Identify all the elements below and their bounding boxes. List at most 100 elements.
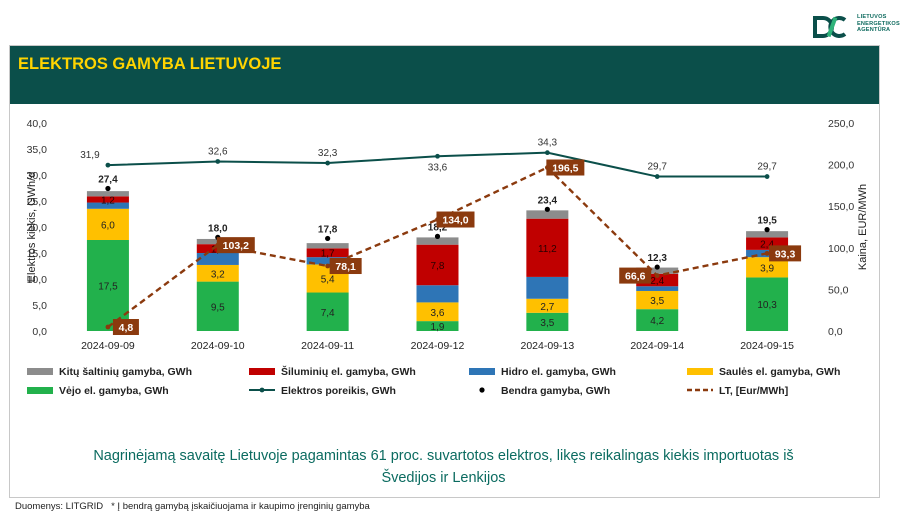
total-marker [764,227,770,233]
demand-point [215,159,221,164]
bar-vejo [636,309,679,331]
demand-value-label: 31,9 [80,150,100,161]
y2-axis-label: Kaina, EUR/MWh [857,184,869,270]
bar-hidro [86,202,129,209]
footnote-source: Duomenys: LITGRID [15,501,104,512]
chart-title: ELEKTROS GAMYBA LIETUVOJE [18,55,282,73]
legend-label: Saulės el. gamyba, GWh [719,366,840,378]
bar-value-label: 17,5 [98,282,118,293]
bar-kiti [636,267,679,274]
legend-label: Šiluminių el. gamyba, GWh [281,365,416,378]
price-value-label: 4,8 [119,322,134,334]
price-point [654,273,660,278]
y2-tick-label: 250,0 [828,118,854,130]
price-value-label: 93,3 [775,248,796,260]
total-value-label: 12,3 [647,253,667,264]
bar-value-label: 3,2 [211,269,225,280]
bar-vejo [526,312,569,331]
bar-value-label: 3,5 [540,318,554,329]
bar-siluminiu [306,248,349,258]
y-tick-label: 40,0 [27,118,48,130]
demand-point [325,160,331,166]
bar-saules [196,264,239,282]
legend-label: Kitų šaltinių gamyba, GWh [59,366,192,378]
total-value-label: 27,4 [98,175,118,186]
bar-hidro [636,286,679,291]
bar-value-label: 3,9 [760,263,774,274]
bar-kiti [416,237,459,245]
bar-saules [86,208,129,240]
total-marker [325,235,331,242]
bar-value-label: 7,8 [431,261,445,272]
bar-saules [636,290,679,310]
price-point [105,324,111,330]
bar-value-label: 7,4 [321,308,335,319]
total-marker [105,185,111,192]
legend-swatch [469,368,495,375]
y2-tick-label: 150,0 [828,201,854,213]
x-tick-label: 2024-09-15 [740,340,794,352]
bar-saules [526,298,569,313]
price-value-label: 196,5 [552,163,578,175]
bar-value-label: 3,6 [431,308,445,319]
legend-swatch-point [259,387,265,393]
footnote: Duomenys: LITGRID * Į bendrą gamybą įska… [15,501,370,512]
bar-kiti [306,243,349,249]
y-tick-label: 0,0 [32,326,47,338]
price-label-box [546,159,585,176]
y-tick-label: 15,0 [27,248,48,260]
y2-tick-label: 200,0 [828,160,854,172]
demand-point [764,174,770,179]
total-marker [654,264,660,270]
price-point [764,250,770,256]
total-value-label: 19,5 [757,216,777,227]
price-point [325,263,331,269]
y-tick-label: 35,0 [27,144,48,156]
bar-value-label: 11,2 [538,244,557,255]
demand-value-label: 34,3 [538,138,558,149]
bar-value-label: 9,5 [211,302,225,313]
bar-hidro [306,257,349,265]
y-tick-label: 30,0 [27,170,48,182]
bar-kiti [526,210,569,219]
bar-vejo [86,240,129,331]
bar-hidro [526,276,569,299]
price-label-box [216,237,255,254]
bar-value-label: 2,4 [650,276,664,287]
bar-value-label: 5,4 [321,274,335,285]
total-value-label: 17,8 [318,224,338,235]
bar-value-label: 4,2 [650,316,664,327]
bar-vejo [746,277,789,331]
price-label-box [619,267,652,284]
price-value-label: 78,1 [335,261,356,273]
price-label-box [329,258,362,275]
y-axis-label: Elektros kiekis, GWh/d [26,172,38,283]
bar-value-label: 10,3 [757,300,777,311]
demand-point [105,162,111,168]
x-tick-label: 2024-09-10 [191,340,245,352]
bar-siluminiu [416,244,459,286]
total-value-label: 23,4 [538,195,558,206]
price-value-label: 103,2 [223,240,249,252]
price-value-label: 134,0 [442,215,468,227]
total-marker [434,233,441,239]
bar-siluminiu [86,196,129,203]
y-tick-label: 5,0 [32,300,47,312]
legend-swatch [687,368,713,375]
x-tick-label: 2024-09-12 [411,340,465,352]
legend-swatch [27,387,53,394]
bar-value-label: 3,5 [650,296,664,307]
total-value-label: 18,0 [208,223,228,234]
footnote-note: * Į bendrą gamybą įskaičiuojama ir kaupi… [111,501,370,512]
legend-label: Elektros poreikis, GWh [281,385,396,397]
bar-value-label: 1,9 [431,322,445,333]
bar-vejo [306,292,349,331]
bar-kiti [86,191,129,197]
logo-text: LIETUVOS ENERGETIKOS AGENTŪRA [857,14,900,34]
legend-label: Vėjo el. gamyba, GWh [59,385,169,397]
y2-tick-label: 100,0 [828,243,854,255]
bar-hidro [196,253,239,265]
summary-text: Nagrinėjamą savaitę Lietuvoje pagamintas… [9,445,878,489]
x-tick-label: 2024-09-14 [630,340,684,352]
y2-tick-label: 0,0 [828,326,843,338]
